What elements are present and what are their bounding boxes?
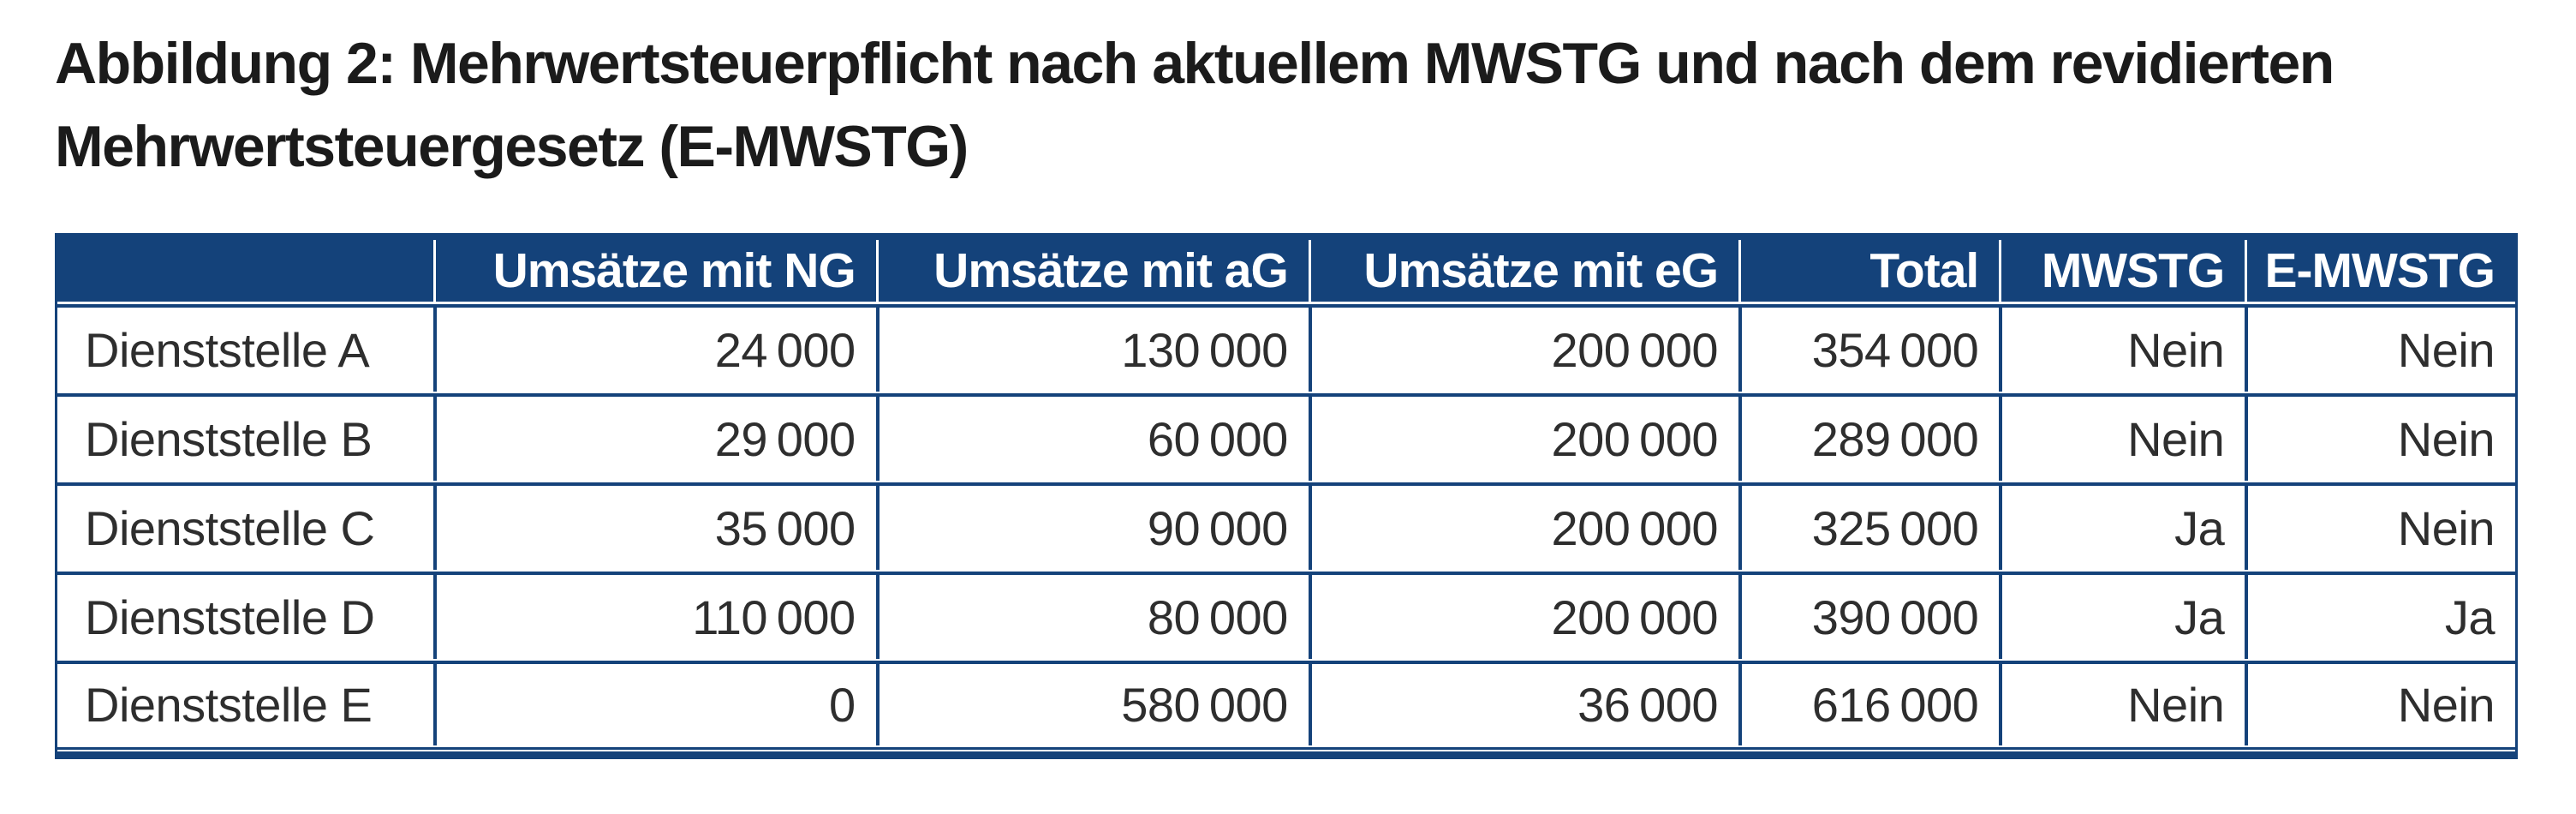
- header-cell-umsaetze-eg: Umsätze mit eG: [1308, 240, 1738, 302]
- header-cell-total: Total: [1738, 240, 1999, 302]
- row-label: Dienststelle B: [85, 411, 373, 466]
- header-cell-empty: [57, 233, 433, 302]
- table-row-dienststelle-c: Dienststelle C 35 000 90 000 200 000 325…: [57, 482, 2515, 572]
- header-cell-mwstg: MWSTG: [1999, 240, 2245, 302]
- cell-e-mwstg: Ja: [2245, 575, 2515, 659]
- cell-umsaetze-ag: 580 000: [875, 664, 1309, 745]
- cell-total: 325 000: [1738, 486, 1999, 570]
- cell-umsaetze-ag: 60 000: [875, 397, 1309, 481]
- cell-umsaetze-eg: 200 000: [1308, 308, 1738, 392]
- header-cell-umsaetze-ag: Umsätze mit aG: [875, 240, 1309, 302]
- table-header-row: Umsätze mit NG Umsätze mit aG Umsätze mi…: [57, 233, 2515, 302]
- cell-umsaetze-ng: 29 000: [433, 397, 876, 481]
- cell-umsaetze-eg: 200 000: [1308, 397, 1738, 481]
- header-cell-e-mwstg: E-MWSTG: [2245, 240, 2515, 302]
- cell-umsaetze-ng: 24 000: [433, 308, 876, 392]
- table-row-dienststelle-b: Dienststelle B 29 000 60 000 200 000 289…: [57, 393, 2515, 482]
- cell-e-mwstg: Nein: [2245, 308, 2515, 392]
- figure-title-line1: Abbildung 2: Mehrwertsteuerpflicht nach …: [55, 31, 2334, 96]
- cell-umsaetze-ng: 35 000: [433, 486, 876, 570]
- table-row-dienststelle-a: Dienststelle A 24 000 130 000 200 000 35…: [57, 304, 2515, 393]
- table-row-dienststelle-e: Dienststelle E 0 580 000 36 000 616 000 …: [57, 661, 2515, 750]
- cell-mwstg: Nein: [1999, 308, 2245, 392]
- cell-mwstg: Nein: [1999, 664, 2245, 745]
- figure-title: Abbildung 2: Mehrwertsteuerpflicht nach …: [55, 22, 2538, 189]
- cell-umsaetze-ng: 110 000: [433, 575, 876, 659]
- header-cell-umsaetze-ng: Umsätze mit NG: [433, 240, 876, 302]
- cell-total: 289 000: [1738, 397, 1999, 481]
- cell-umsaetze-ag: 80 000: [875, 575, 1309, 659]
- cell-e-mwstg: Nein: [2245, 486, 2515, 570]
- table-row-dienststelle-d: Dienststelle D 110 000 80 000 200 000 39…: [57, 572, 2515, 661]
- cell-umsaetze-ng: 0: [433, 664, 876, 745]
- row-label: Dienststelle A: [85, 322, 370, 377]
- cell-mwstg: Ja: [1999, 486, 2245, 570]
- cell-total: 616 000: [1738, 664, 1999, 745]
- cell-e-mwstg: Nein: [2245, 397, 2515, 481]
- cell-umsaetze-eg: 200 000: [1308, 486, 1738, 570]
- cell-total: 354 000: [1738, 308, 1999, 392]
- row-label: Dienststelle E: [85, 678, 373, 732]
- row-label: Dienststelle D: [85, 590, 375, 644]
- cell-mwstg: Nein: [1999, 397, 2245, 481]
- row-label: Dienststelle C: [85, 500, 375, 555]
- cell-umsaetze-ag: 130 000: [875, 308, 1309, 392]
- cell-total: 390 000: [1738, 575, 1999, 659]
- cell-umsaetze-eg: 200 000: [1308, 575, 1738, 659]
- cell-umsaetze-ag: 90 000: [875, 486, 1309, 570]
- figure-title-line2: Mehrwertsteuergesetz (E-MWSTG): [55, 114, 969, 179]
- cell-umsaetze-eg: 36 000: [1308, 664, 1738, 745]
- vat-liability-table: Umsätze mit NG Umsätze mit aG Umsätze mi…: [55, 233, 2518, 759]
- cell-mwstg: Ja: [1999, 575, 2245, 659]
- cell-e-mwstg: Nein: [2245, 664, 2515, 745]
